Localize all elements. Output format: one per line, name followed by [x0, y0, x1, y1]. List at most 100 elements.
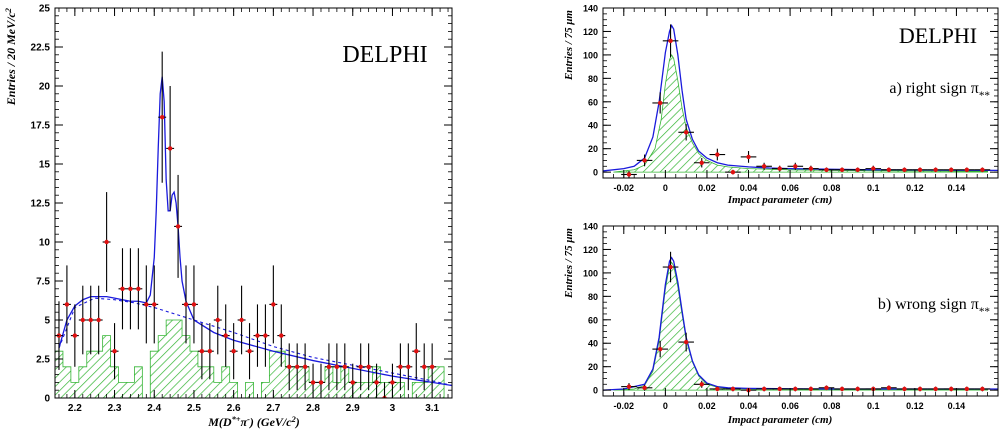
background-fit-curve — [58, 297, 452, 387]
data-point — [110, 323, 119, 380]
data-point — [340, 343, 349, 391]
point-marker — [342, 364, 348, 369]
point-marker — [730, 169, 736, 175]
y-tick-label: 140 — [583, 222, 598, 232]
point-marker — [964, 386, 970, 392]
data-point — [277, 304, 286, 367]
data-point — [301, 343, 310, 391]
point-marker — [207, 349, 213, 354]
data-point — [364, 343, 373, 391]
x-tick-label: 0.08 — [823, 183, 841, 193]
point-marker — [657, 346, 663, 352]
x-tick-label: 2.9 — [346, 403, 360, 414]
y-tick-label: 140 — [583, 4, 598, 14]
data-point — [174, 174, 183, 278]
point-marker — [777, 386, 782, 392]
data-point — [896, 386, 913, 392]
point-marker — [626, 384, 632, 389]
data-point — [771, 165, 788, 172]
data-point — [166, 86, 175, 211]
point-marker — [980, 386, 985, 392]
point-marker — [761, 386, 767, 392]
point-marker — [64, 302, 70, 307]
data-point — [197, 323, 206, 380]
x-tick-label: 0.06 — [781, 401, 799, 411]
y-tick-label: 20 — [588, 362, 598, 372]
y-tick-label: 120 — [583, 27, 598, 37]
data-point — [126, 248, 135, 330]
data-point — [636, 384, 653, 391]
y-tick-label: 17.5 — [31, 121, 51, 132]
point-marker — [374, 380, 379, 385]
x-tick-label: 2.8 — [306, 403, 320, 414]
point-marker — [699, 160, 704, 165]
data-point — [756, 162, 772, 170]
x-tick-label: 0.04 — [740, 183, 758, 193]
x-tick-label: 3 — [390, 403, 396, 414]
point-marker — [406, 364, 411, 369]
data-point — [834, 386, 850, 392]
data-point — [205, 323, 214, 380]
axes: -0.02 0 0.02 0.04 0.06 0.08 0.1 0.12 0.14 0 20 40 60… — [583, 222, 999, 411]
point-marker — [855, 167, 860, 172]
point-marker — [279, 333, 284, 338]
point-marker — [144, 302, 149, 307]
data-point — [293, 343, 302, 391]
point-marker — [808, 386, 814, 392]
data-point — [834, 167, 850, 173]
data-point — [740, 151, 757, 163]
point-marker — [128, 286, 133, 291]
y-tick-label: 0 — [593, 168, 598, 178]
point-marker — [793, 386, 798, 392]
point-marker — [917, 167, 923, 172]
chart-panel-0: 2.2 2.3 2.4 2.5 2.6 2.7 2.8 2.9 3 3.1 0 2.5 5 7.5 10 12… — [4, 4, 453, 430]
data-point — [974, 386, 991, 392]
point-marker — [152, 302, 157, 307]
data-point — [818, 167, 835, 173]
point-marker — [730, 386, 736, 392]
point-marker — [263, 333, 268, 338]
data-point — [253, 304, 262, 367]
data-point — [959, 386, 975, 392]
x-axis-label: M(D*+π-) (GeV/c2) — [207, 415, 300, 430]
point-marker — [642, 385, 647, 390]
signal-hatched-area — [613, 261, 989, 391]
point-marker — [159, 115, 165, 120]
point-marker — [287, 364, 292, 369]
data-point — [182, 265, 190, 344]
data-point — [693, 158, 710, 168]
data-point — [237, 285, 246, 355]
point-marker — [366, 364, 371, 369]
point-marker — [839, 167, 845, 172]
data-point — [158, 51, 167, 183]
x-tick-label: 3.1 — [425, 403, 439, 414]
x-tick-label: 0.12 — [906, 183, 924, 193]
point-marker — [715, 152, 720, 157]
delphi-label: DELPHI — [899, 23, 977, 48]
x-tick-label: 0.1 — [867, 401, 880, 411]
chart-panel-1: -0.02 0 0.02 0.04 0.06 0.08 0.1 0.12 0.14 0 20 40 60… — [563, 4, 999, 206]
data-point — [150, 265, 159, 344]
data-point — [261, 304, 270, 367]
x-tick-label: 2.4 — [147, 403, 161, 414]
point-marker — [642, 158, 647, 163]
y-tick-label: 120 — [583, 245, 598, 255]
data-point — [787, 162, 804, 170]
y-tick-label: 100 — [583, 268, 598, 278]
data-point — [142, 265, 151, 344]
x-tick-label: 0 — [663, 401, 668, 411]
point-marker — [886, 167, 892, 172]
point-marker — [191, 302, 197, 307]
point-marker — [414, 349, 419, 354]
x-tick-label: 0.12 — [906, 401, 924, 411]
plot-area — [603, 24, 998, 178]
delphi-label: DELPHI — [342, 42, 427, 68]
y-tick-label: 5 — [44, 316, 50, 327]
point-marker — [626, 172, 632, 177]
x-tick-label: 2.3 — [108, 403, 122, 414]
y-tick-label: 15 — [39, 160, 51, 171]
point-marker — [334, 364, 340, 369]
point-marker — [120, 286, 125, 291]
data-point — [881, 385, 897, 391]
